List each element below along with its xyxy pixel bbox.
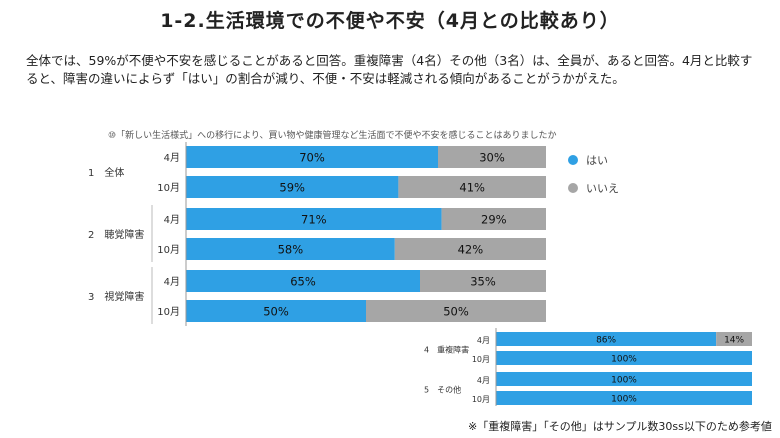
chart1-category-label-0-0: 4月 <box>164 152 180 164</box>
legend-swatch-yes <box>568 155 578 165</box>
chart1-category-label-0-1: 10月 <box>157 182 180 194</box>
chart1-category-label-2-0: 4月 <box>164 276 180 288</box>
chart1-bar-no-1-0 <box>441 208 546 230</box>
chart2-bar-yes-0-1 <box>496 351 752 365</box>
chart2-group-label-0: 4 重複障害 <box>424 345 469 355</box>
chart1-data-label-no-2-1: 50% <box>443 304 469 318</box>
chart1-data-label-yes-2-0: 65% <box>290 274 316 288</box>
chart2-bar-no-0-0 <box>716 332 752 346</box>
chart1-data-label-no-0-1: 41% <box>459 180 485 194</box>
chart1-bar-yes-2-0 <box>186 270 420 292</box>
chart1-data-label-yes-0-0: 70% <box>299 150 325 164</box>
chart1-bar-yes-1-1 <box>186 238 395 260</box>
chart1-bar-yes-2-1 <box>186 300 366 322</box>
chart2-category-label-0-1: 10月 <box>472 355 490 364</box>
legend-label-yes: はい <box>586 154 608 167</box>
chart2-bar-yes-1-0 <box>496 372 752 386</box>
chart2-bar-yes-0-0 <box>496 332 717 346</box>
chart1-data-label-yes-0-1: 59% <box>279 180 305 194</box>
chart1-data-label-no-1-1: 42% <box>458 242 484 256</box>
chart2-data-label-no-0-0: 14% <box>724 335 744 345</box>
chart-legend: はい いいえ <box>568 152 619 208</box>
legend-item-yes: はい <box>568 152 619 168</box>
chart2-category-label-0-0: 4月 <box>477 336 490 345</box>
chart1-category-label-1-1: 10月 <box>157 244 180 256</box>
chart2-data-label-yes-0-1: 100% <box>611 354 637 364</box>
chart2-category-label-1-0: 4月 <box>477 376 490 385</box>
chart1-group-label-0: 1 全体 <box>88 166 124 179</box>
chart2-data-label-yes-1-1: 100% <box>611 394 637 404</box>
legend-item-no: いいえ <box>568 180 619 196</box>
chart1-data-label-no-1-0: 29% <box>481 212 507 226</box>
chart1-bar-no-0-1 <box>398 176 546 198</box>
chart1-bar-no-0-0 <box>438 146 546 168</box>
chart1-group-label-1: 2 聴覚障害 <box>88 228 144 241</box>
chart1-bar-no-2-0 <box>420 270 546 292</box>
legend-swatch-no <box>568 183 578 193</box>
chart1-bar-yes-1-0 <box>186 208 442 230</box>
chart1-group-label-2: 3 視覚障害 <box>88 290 144 303</box>
chart1-category-label-2-1: 10月 <box>157 306 180 318</box>
chart2-data-label-yes-0-0: 86% <box>596 335 616 345</box>
chart1-bar-no-2-1 <box>366 300 546 322</box>
chart1-bar-yes-0-1 <box>186 176 399 198</box>
chart1-bar-yes-0-0 <box>186 146 438 168</box>
chart1-bar-no-1-1 <box>394 238 546 260</box>
chart1-data-label-yes-1-0: 71% <box>301 212 327 226</box>
chart2-data-label-yes-1-0: 100% <box>611 375 637 385</box>
footnote: ※「重複障害」「その他」はサンプル数30ss以下のため参考値 <box>468 420 772 433</box>
page-title: 1-2.生活環境での不便や不安（4月との比較あり） <box>160 10 620 32</box>
chart1-data-label-yes-1-1: 58% <box>278 242 304 256</box>
chart2-category-label-1-1: 10月 <box>472 395 490 404</box>
legend-label-no: いいえ <box>586 182 619 195</box>
chart1-data-label-no-2-0: 35% <box>470 274 496 288</box>
chart2-group-label-1: 5 その他 <box>424 385 461 395</box>
chart1-data-label-yes-2-1: 50% <box>263 304 289 318</box>
question-text: ⑩「新しい生活様式」への移行により、買い物や健康管理など生活面で不便や不安を感じ… <box>108 131 557 141</box>
chart2-bar-yes-1-1 <box>496 391 752 405</box>
chart1-category-label-1-0: 4月 <box>164 214 180 226</box>
chart1-data-label-no-0-0: 30% <box>479 150 505 164</box>
summary-text: 全体では、59%が不便や不安を感じることがあると回答。重複障害（4名）その他（3… <box>26 53 753 86</box>
